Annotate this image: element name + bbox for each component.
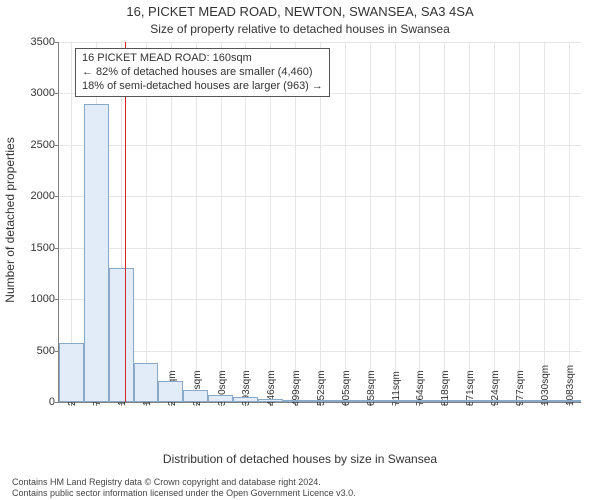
y-tick-label: 2000 <box>31 190 55 202</box>
y-tick-mark <box>55 145 59 146</box>
histogram-bar <box>482 400 507 402</box>
histogram-bar <box>382 400 407 402</box>
annotation-line: 16 PICKET MEAD ROAD: 160sqm <box>82 52 323 66</box>
gridline-v <box>519 42 520 402</box>
gridline-v <box>395 42 396 402</box>
histogram-bar <box>84 104 109 402</box>
y-tick-label: 3000 <box>31 87 55 99</box>
histogram-bar <box>332 400 357 402</box>
footer-line: Contains public sector information licen… <box>12 488 588 498</box>
gridline-v <box>370 42 371 402</box>
histogram-bar <box>531 400 556 402</box>
annotation-line: 18% of semi-detached houses are larger (… <box>82 80 323 94</box>
histogram-bar <box>432 400 457 402</box>
histogram-bar <box>59 343 84 402</box>
histogram-bar <box>258 399 283 402</box>
gridline-v <box>444 42 445 402</box>
histogram-bar <box>109 268 134 402</box>
annotation-box: 16 PICKET MEAD ROAD: 160sqm ← 82% of det… <box>75 48 330 97</box>
chart-subtitle: Size of property relative to detached ho… <box>0 20 600 36</box>
histogram-bar <box>283 400 308 402</box>
histogram-bar <box>308 400 333 402</box>
footer-line: Contains HM Land Registry data © Crown c… <box>12 477 588 487</box>
gridline-v <box>345 42 346 402</box>
histogram-bar <box>233 397 258 402</box>
histogram-bar <box>556 400 581 402</box>
x-axis-label: Distribution of detached houses by size … <box>0 452 600 466</box>
y-axis-label: Number of detached properties <box>3 137 17 302</box>
plot-area: 16 PICKET MEAD ROAD: 160sqm ← 82% of det… <box>58 42 581 403</box>
histogram-bar <box>407 400 432 402</box>
y-tick-mark <box>55 196 59 197</box>
histogram-bar <box>357 400 382 402</box>
gridline-v <box>419 42 420 402</box>
gridline-v <box>469 42 470 402</box>
histogram-bar <box>158 381 183 402</box>
y-tick-mark <box>55 299 59 300</box>
y-tick-mark <box>55 248 59 249</box>
histogram-bar <box>457 400 482 402</box>
y-tick-label: 1000 <box>31 293 55 305</box>
annotation-line: ← 82% of detached houses are smaller (4,… <box>82 66 323 80</box>
gridline-v <box>569 42 570 402</box>
y-tick-mark <box>55 402 59 403</box>
histogram-bar <box>208 395 233 402</box>
y-tick-mark <box>55 93 59 94</box>
gridline-v <box>494 42 495 402</box>
y-tick-label: 1500 <box>31 242 55 254</box>
histogram-bar <box>134 363 159 402</box>
y-tick-label: 3500 <box>31 36 55 48</box>
gridline-v <box>544 42 545 402</box>
y-tick-label: 2500 <box>31 139 55 151</box>
chart-title: 16, PICKET MEAD ROAD, NEWTON, SWANSEA, S… <box>0 0 600 20</box>
chart-container: 16, PICKET MEAD ROAD, NEWTON, SWANSEA, S… <box>0 0 600 500</box>
y-tick-mark <box>55 42 59 43</box>
footer-attribution: Contains HM Land Registry data © Crown c… <box>12 477 588 498</box>
y-tick-label: 500 <box>37 345 55 357</box>
histogram-bar <box>183 390 208 402</box>
histogram-bar <box>506 400 531 402</box>
